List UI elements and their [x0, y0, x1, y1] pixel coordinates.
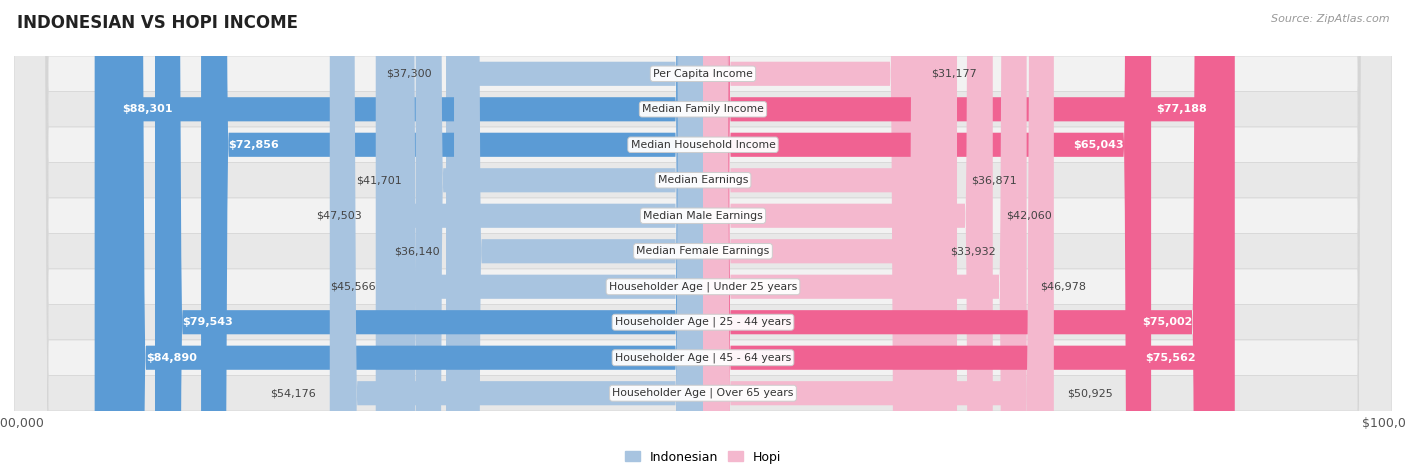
FancyBboxPatch shape	[703, 0, 993, 467]
FancyBboxPatch shape	[389, 0, 703, 467]
FancyBboxPatch shape	[14, 0, 1392, 467]
Text: $50,925: $50,925	[1067, 388, 1114, 398]
Text: $84,890: $84,890	[146, 353, 197, 363]
Text: $33,932: $33,932	[950, 246, 997, 256]
Text: $47,503: $47,503	[316, 211, 361, 221]
FancyBboxPatch shape	[201, 0, 703, 467]
FancyBboxPatch shape	[94, 0, 703, 467]
FancyBboxPatch shape	[703, 0, 1234, 467]
Text: Householder Age | Under 25 years: Householder Age | Under 25 years	[609, 282, 797, 292]
Text: INDONESIAN VS HOPI INCOME: INDONESIAN VS HOPI INCOME	[17, 14, 298, 32]
FancyBboxPatch shape	[14, 0, 1392, 467]
Text: $88,301: $88,301	[122, 104, 173, 114]
Text: Householder Age | Over 65 years: Householder Age | Over 65 years	[612, 388, 794, 398]
FancyBboxPatch shape	[703, 0, 918, 467]
FancyBboxPatch shape	[703, 0, 1026, 467]
FancyBboxPatch shape	[14, 0, 1392, 467]
Text: Median Earnings: Median Earnings	[658, 175, 748, 185]
Text: $41,701: $41,701	[356, 175, 402, 185]
Text: Householder Age | 25 - 44 years: Householder Age | 25 - 44 years	[614, 317, 792, 327]
FancyBboxPatch shape	[14, 0, 1392, 467]
FancyBboxPatch shape	[375, 0, 703, 467]
FancyBboxPatch shape	[14, 0, 1392, 467]
Text: $75,562: $75,562	[1146, 353, 1197, 363]
FancyBboxPatch shape	[14, 0, 1392, 467]
FancyBboxPatch shape	[703, 0, 1223, 467]
Text: $77,188: $77,188	[1157, 104, 1208, 114]
Text: Median Household Income: Median Household Income	[630, 140, 776, 150]
FancyBboxPatch shape	[118, 0, 703, 467]
FancyBboxPatch shape	[155, 0, 703, 467]
FancyBboxPatch shape	[330, 0, 703, 467]
Text: $54,176: $54,176	[270, 388, 316, 398]
Text: Median Male Earnings: Median Male Earnings	[643, 211, 763, 221]
FancyBboxPatch shape	[14, 0, 1392, 467]
FancyBboxPatch shape	[703, 0, 936, 467]
Text: $37,300: $37,300	[387, 69, 432, 79]
FancyBboxPatch shape	[703, 0, 1152, 467]
FancyBboxPatch shape	[454, 0, 703, 467]
Text: Per Capita Income: Per Capita Income	[652, 69, 754, 79]
Text: Median Family Income: Median Family Income	[643, 104, 763, 114]
FancyBboxPatch shape	[416, 0, 703, 467]
Text: $36,871: $36,871	[970, 175, 1017, 185]
FancyBboxPatch shape	[446, 0, 703, 467]
Text: $42,060: $42,060	[1007, 211, 1052, 221]
FancyBboxPatch shape	[703, 0, 1220, 467]
Text: $36,140: $36,140	[395, 246, 440, 256]
FancyBboxPatch shape	[703, 0, 1054, 467]
Text: $46,978: $46,978	[1040, 282, 1087, 292]
Text: Source: ZipAtlas.com: Source: ZipAtlas.com	[1271, 14, 1389, 24]
Text: Householder Age | 45 - 64 years: Householder Age | 45 - 64 years	[614, 353, 792, 363]
Text: $65,043: $65,043	[1073, 140, 1123, 150]
Legend: Indonesian, Hopi: Indonesian, Hopi	[620, 446, 786, 467]
FancyBboxPatch shape	[14, 0, 1392, 467]
Text: $31,177: $31,177	[932, 69, 977, 79]
FancyBboxPatch shape	[14, 0, 1392, 467]
Text: $75,002: $75,002	[1142, 317, 1192, 327]
Text: Median Female Earnings: Median Female Earnings	[637, 246, 769, 256]
Text: $79,543: $79,543	[183, 317, 233, 327]
FancyBboxPatch shape	[14, 0, 1392, 467]
FancyBboxPatch shape	[703, 0, 957, 467]
Text: $45,566: $45,566	[329, 282, 375, 292]
Text: $72,856: $72,856	[229, 140, 280, 150]
